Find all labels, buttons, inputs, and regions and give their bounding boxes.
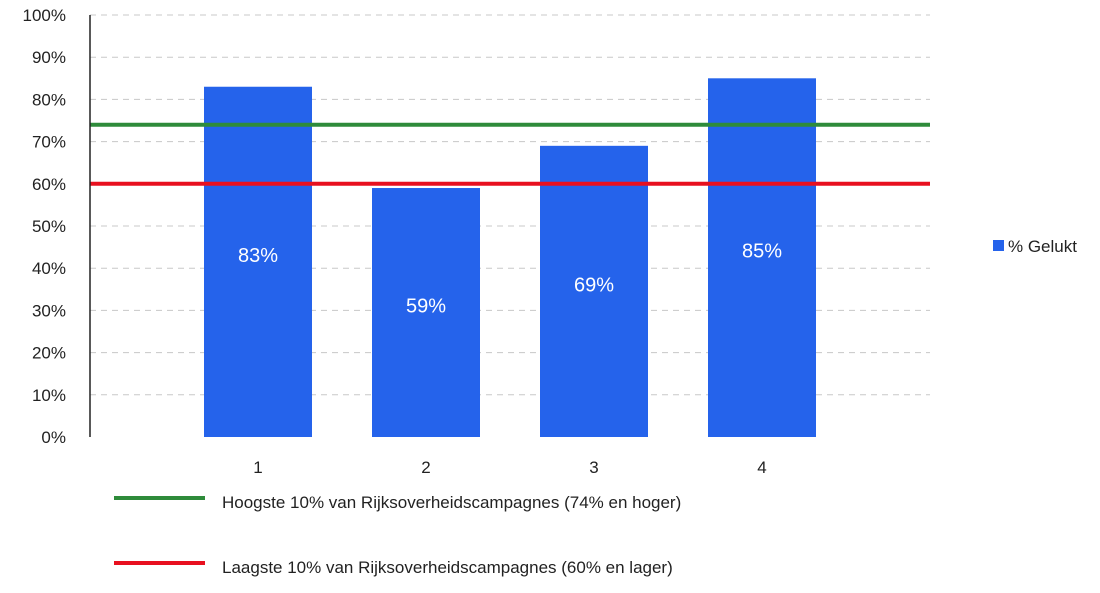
y-tick-label: 70%: [32, 133, 66, 152]
legend-label: % Gelukt: [1008, 237, 1077, 256]
legend-swatch: [993, 240, 1004, 251]
series-legend: % Gelukt: [993, 237, 1077, 256]
bar-value-label: 85%: [742, 241, 782, 263]
bar: [540, 145, 648, 437]
x-tick-label: 3: [589, 458, 598, 477]
y-tick-label: 30%: [32, 301, 66, 320]
y-tick-label: 20%: [32, 344, 66, 363]
bar-value-label: 69%: [574, 274, 614, 296]
bar: [204, 86, 312, 438]
y-tick-label: 80%: [32, 90, 66, 109]
x-tick-label: 4: [757, 458, 766, 477]
y-tick-label: 0%: [41, 428, 66, 447]
reference-legend-label: Hoogste 10% van Rijksoverheidscampagnes …: [222, 493, 681, 512]
reference-legend: Hoogste 10% van Rijksoverheidscampagnes …: [114, 493, 681, 577]
bars: [204, 78, 816, 438]
bar-value-label: 59%: [406, 296, 446, 318]
bar: [372, 188, 480, 437]
y-tick-label: 50%: [32, 217, 66, 236]
bar-value-label: 83%: [238, 245, 278, 267]
y-tick-label: 60%: [32, 175, 66, 194]
y-tick-label: 40%: [32, 259, 66, 278]
reference-lines: [90, 122, 930, 186]
x-tick-label: 1: [253, 458, 262, 477]
bar: [708, 78, 816, 438]
y-tick-label: 100%: [23, 6, 66, 25]
y-tick-label: 10%: [32, 386, 66, 405]
bar-labels: 83% 59% 69% 85%: [238, 241, 782, 318]
x-axis-ticks: 1 2 3 4: [253, 458, 766, 477]
reference-legend-label: Laagste 10% van Rijksoverheidscampagnes …: [222, 558, 673, 577]
x-tick-label: 2: [421, 458, 430, 477]
y-axis-ticks: 0% 10% 20% 30% 40% 50% 60% 70% 80% 90% 100%: [23, 6, 66, 447]
y-tick-label: 90%: [32, 48, 66, 67]
